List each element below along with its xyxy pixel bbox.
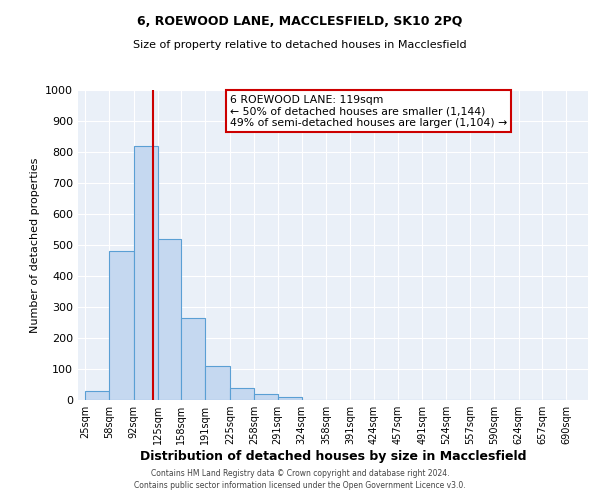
Bar: [254, 394, 278, 400]
Bar: [181, 318, 205, 400]
Text: Size of property relative to detached houses in Macclesfield: Size of property relative to detached ho…: [133, 40, 467, 50]
Bar: [205, 366, 230, 400]
Bar: [85, 390, 109, 400]
Bar: [158, 239, 181, 400]
Bar: [230, 388, 254, 400]
X-axis label: Distribution of detached houses by size in Macclesfield: Distribution of detached houses by size …: [140, 450, 526, 463]
Text: Contains public sector information licensed under the Open Government Licence v3: Contains public sector information licen…: [134, 481, 466, 490]
Text: 6, ROEWOOD LANE, MACCLESFIELD, SK10 2PQ: 6, ROEWOOD LANE, MACCLESFIELD, SK10 2PQ: [137, 15, 463, 28]
Text: Contains HM Land Registry data © Crown copyright and database right 2024.: Contains HM Land Registry data © Crown c…: [151, 468, 449, 477]
Bar: [109, 251, 134, 400]
Text: 6 ROEWOOD LANE: 119sqm
← 50% of detached houses are smaller (1,144)
49% of semi-: 6 ROEWOOD LANE: 119sqm ← 50% of detached…: [230, 94, 507, 128]
Bar: [278, 397, 302, 400]
Bar: [134, 146, 158, 400]
Y-axis label: Number of detached properties: Number of detached properties: [29, 158, 40, 332]
